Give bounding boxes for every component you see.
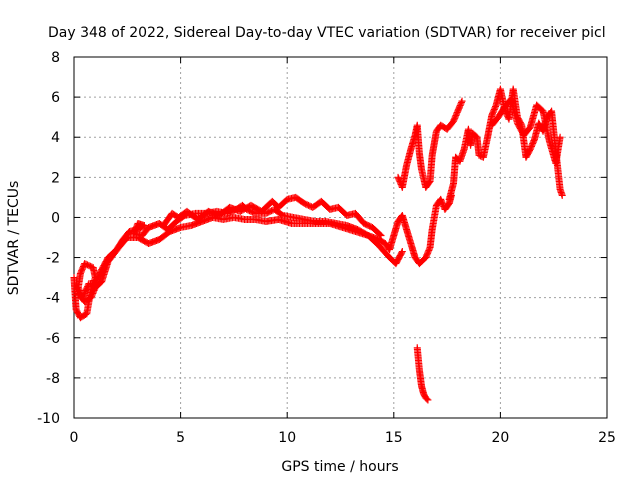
data-point-marker [398, 248, 406, 256]
data-point-marker [424, 396, 432, 404]
y-tick-label: 0 [51, 210, 60, 226]
data-markers [70, 85, 566, 404]
x-tick-label: 15 [385, 430, 403, 446]
x-axis-label: GPS time / hours [281, 459, 398, 475]
data-point-marker [250, 209, 258, 217]
y-tick-label: 4 [51, 130, 60, 146]
data-point-marker [558, 191, 566, 199]
y-tick-label: -8 [46, 371, 60, 387]
x-tick-label: 20 [491, 430, 509, 446]
data-point-marker [376, 230, 384, 238]
y-tick-label: 6 [51, 90, 60, 106]
grid-lines [74, 57, 607, 418]
plot-frame [73, 56, 608, 419]
x-tick-label: 5 [176, 430, 185, 446]
data-point-marker [398, 249, 406, 257]
x-tick-label: 0 [70, 430, 79, 446]
chart-title: Day 348 of 2022, Sidereal Day-to-day VTE… [48, 25, 606, 41]
y-tick-label: -2 [46, 251, 60, 267]
data-point-marker [556, 133, 564, 141]
x-tick-label: 25 [598, 430, 616, 446]
data-point-marker [457, 99, 465, 107]
y-axis-label: SDTVAR / TECUs [6, 181, 22, 296]
y-tick-label: 2 [51, 170, 60, 186]
y-tick-label: 8 [51, 50, 60, 66]
y-tick-label: -10 [37, 411, 60, 427]
data-point-marker [377, 231, 385, 239]
x-tick-label: 10 [278, 430, 296, 446]
data-point-marker [423, 395, 431, 403]
data-point-marker [425, 245, 433, 253]
y-tick-label: -6 [46, 331, 60, 347]
data-point-marker [77, 268, 85, 276]
axis-ticks: 0 5 10 15 20 25 -10 -8 -6 -4 -2 0 2 4 6 8 [37, 50, 616, 446]
y-tick-label: -4 [46, 291, 60, 307]
data-point-marker [458, 97, 466, 105]
